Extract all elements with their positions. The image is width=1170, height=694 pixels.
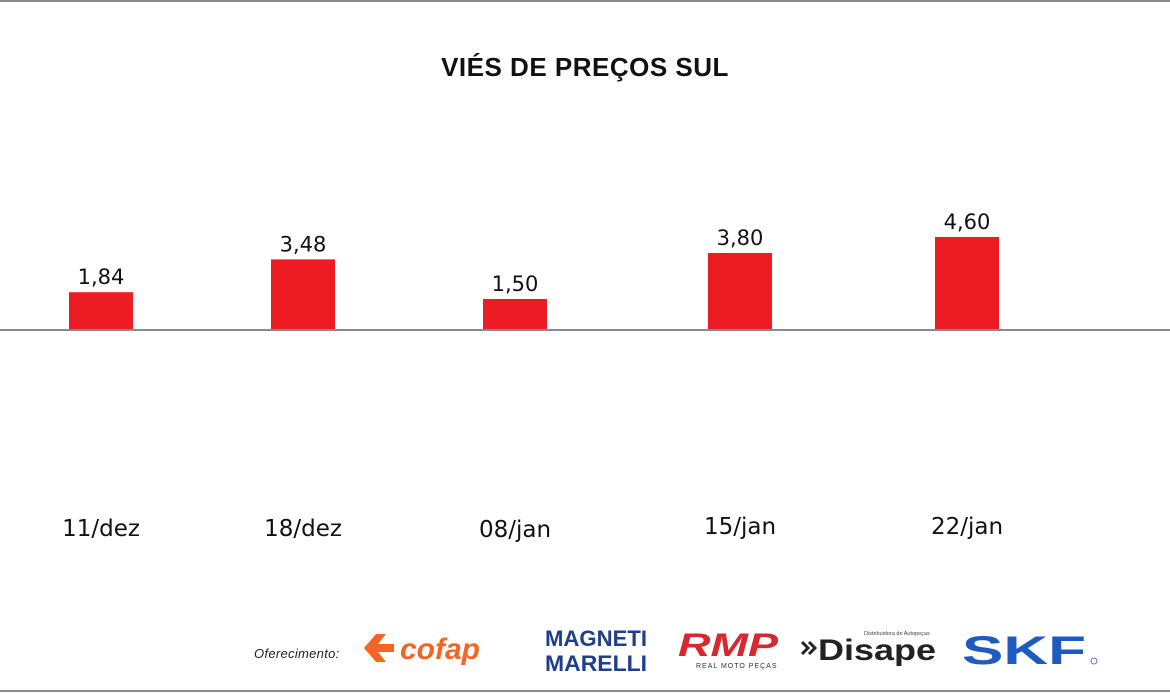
skf-logo-text: SKF	[962, 632, 1086, 666]
magneti-marelli-logo: MAGNETI MARELLI	[545, 626, 647, 676]
category-label: 18/dez	[264, 516, 342, 542]
disape-logo: Distribuidora de Autopeças Disape	[800, 631, 936, 667]
bar-08-jan	[483, 299, 547, 329]
bar-chart: 1,84 11/dez 3,48 18/dez 1,50 08/jan 3,80 15/jan…	[0, 210, 1170, 543]
bottom-rule	[0, 690, 1170, 692]
top-rule	[0, 0, 1170, 2]
disape-logo-subtext: Distribuidora de Autopeças	[864, 631, 930, 637]
bar-value-label: 1,50	[492, 272, 539, 296]
category-label: 11/dez	[62, 516, 140, 542]
chart-title: VIÉS DE PREÇOS SUL	[441, 52, 729, 82]
category-label: 08/jan	[479, 517, 551, 543]
bar-22-jan	[935, 237, 999, 329]
rmp-logo-text: RMP	[678, 627, 779, 663]
cofap-logo: cofap	[364, 633, 480, 666]
bar-value-label: 1,84	[78, 265, 125, 289]
skf-logo: SKF	[962, 632, 1098, 666]
bar-value-label: 3,80	[717, 226, 764, 250]
category-label: 15/jan	[704, 514, 776, 540]
bar-value-label: 4,60	[944, 210, 991, 234]
rmp-logo: RMP REAL MOTO PEÇAS	[678, 627, 779, 670]
bar-18-dez	[271, 259, 335, 329]
sponsor-label: Oferecimento:	[254, 646, 340, 661]
magneti-logo-text: MAGNETI	[545, 626, 647, 651]
bar-11-dez	[69, 292, 133, 329]
bar-value-label: 3,48	[280, 232, 327, 256]
category-label: 22/jan	[931, 514, 1003, 540]
cofap-logo-text: cofap	[400, 633, 480, 666]
marelli-logo-text: MARELLI	[545, 651, 647, 676]
bar-15-jan	[708, 253, 772, 329]
sponsor-footer: Oferecimento: cofap MAGNETI MARELLI RMP …	[0, 620, 1170, 680]
disape-logo-text: Disape	[818, 634, 936, 667]
rmp-logo-subtext: REAL MOTO PEÇAS	[696, 663, 778, 670]
